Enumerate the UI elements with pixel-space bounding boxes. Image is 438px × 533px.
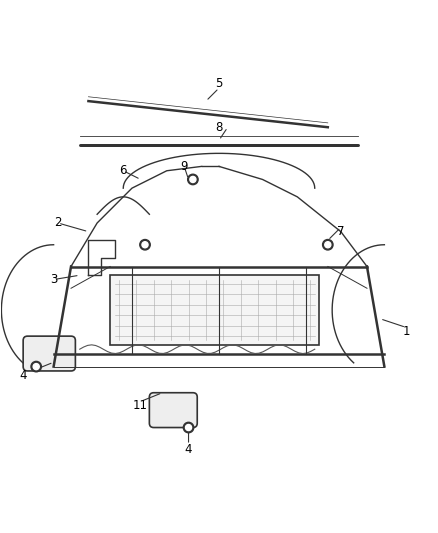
FancyBboxPatch shape (23, 336, 75, 371)
Circle shape (31, 361, 42, 372)
Text: 7: 7 (337, 225, 345, 238)
Text: 2: 2 (54, 216, 62, 230)
Circle shape (184, 422, 194, 433)
Text: 4: 4 (185, 443, 192, 456)
Text: 9: 9 (180, 160, 188, 173)
Text: 11: 11 (133, 399, 148, 412)
Circle shape (140, 239, 150, 250)
Text: 4: 4 (19, 369, 27, 382)
Circle shape (325, 241, 331, 248)
Text: 3: 3 (50, 273, 57, 286)
Bar (110, 275, 319, 345)
Text: 6: 6 (120, 164, 127, 177)
Circle shape (187, 174, 198, 184)
Text: 1: 1 (403, 325, 410, 338)
Text: 5: 5 (215, 77, 223, 90)
Circle shape (322, 239, 333, 250)
Circle shape (142, 241, 148, 248)
Circle shape (185, 424, 191, 431)
Text: 8: 8 (215, 121, 223, 134)
Circle shape (190, 176, 196, 182)
FancyBboxPatch shape (149, 393, 197, 427)
Circle shape (33, 364, 39, 370)
